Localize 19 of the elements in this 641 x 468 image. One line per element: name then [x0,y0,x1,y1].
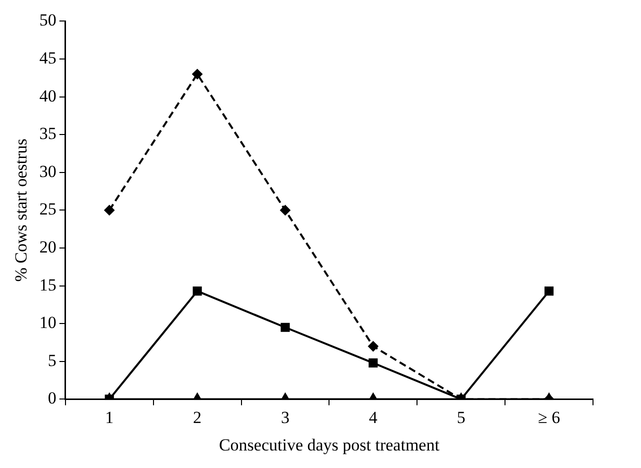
x-tick-label: 3 [280,408,290,427]
x-tick-label: 4 [368,408,378,427]
y-tick-label: 15 [39,275,56,294]
y-tick-label: 20 [39,237,56,256]
y-tick-label: 25 [39,200,56,219]
y-tick-label: 45 [39,48,56,68]
y-tick-label: 30 [39,162,56,181]
y-tick-label: 5 [48,350,56,370]
y-tick-label: 35 [39,124,56,144]
y-tick-label: 40 [39,86,56,106]
x-tick-label: 1 [105,408,114,427]
y-axis-title: % Cows start oestrus [12,138,31,282]
x-tick-label: 2 [193,408,202,427]
y-tick-label: 0 [48,388,56,408]
y-tick-label: 50 [39,10,56,30]
x-tick-label: 5 [456,408,466,427]
x-axis-title: Consecutive days post treatment [218,435,440,454]
y-tick-label: 10 [39,313,56,332]
x-tick-label: ≥ 6 [538,408,560,427]
